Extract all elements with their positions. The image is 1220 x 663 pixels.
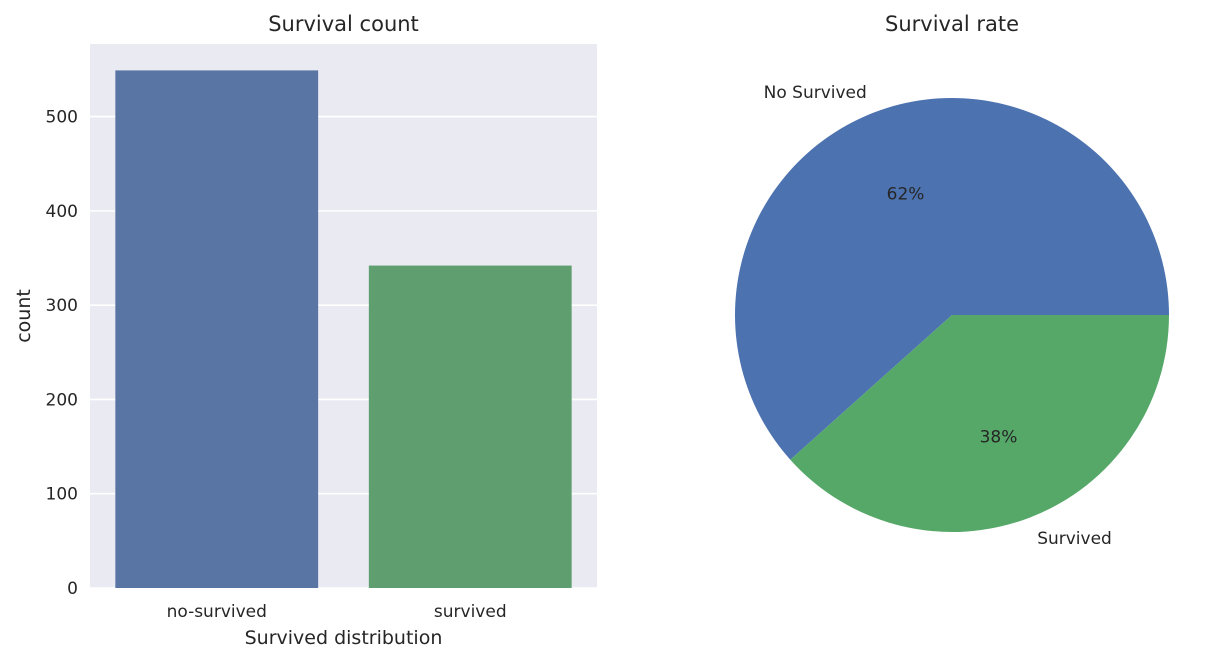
x-tick-label: no-survived — [167, 602, 267, 622]
y-tick-label: 500 — [46, 108, 78, 128]
y-tick-labels: 0 100 200 300 400 500 — [46, 108, 78, 599]
y-tick-label: 300 — [46, 296, 78, 316]
y-tick-label: 200 — [46, 390, 78, 410]
y-tick-label: 400 — [46, 202, 78, 222]
bar-chart-title: Survival count — [268, 12, 419, 36]
pie-slice-label: Survived — [1037, 529, 1112, 549]
pie-percent-label: 62% — [887, 184, 925, 204]
pie-slice — [735, 98, 1169, 460]
pie-chart: No Survived 62% Survived 38% Survival rate — [735, 12, 1169, 549]
x-tick-labels: no-survived survived — [167, 602, 507, 622]
bar — [115, 70, 319, 588]
pie-slices — [735, 98, 1169, 533]
y-tick-label: 0 — [67, 579, 78, 599]
bar-series — [115, 70, 572, 588]
y-axis-label: count — [13, 289, 35, 343]
pie-slice-label: No Survived — [764, 83, 867, 103]
pie-percent-label: 38% — [980, 428, 1018, 448]
x-tick-label: survived — [434, 602, 507, 622]
bar — [368, 265, 572, 588]
bar-chart: 0 100 200 300 400 500 no-survived survived Sur… — [13, 12, 597, 649]
pie-chart-title: Survival rate — [885, 12, 1019, 36]
pie-slice — [790, 315, 1169, 533]
x-axis-label: Survived distribution — [245, 627, 443, 649]
y-tick-label: 100 — [46, 485, 78, 505]
pie-labels: No Survived 62% Survived 38% — [764, 83, 1112, 549]
